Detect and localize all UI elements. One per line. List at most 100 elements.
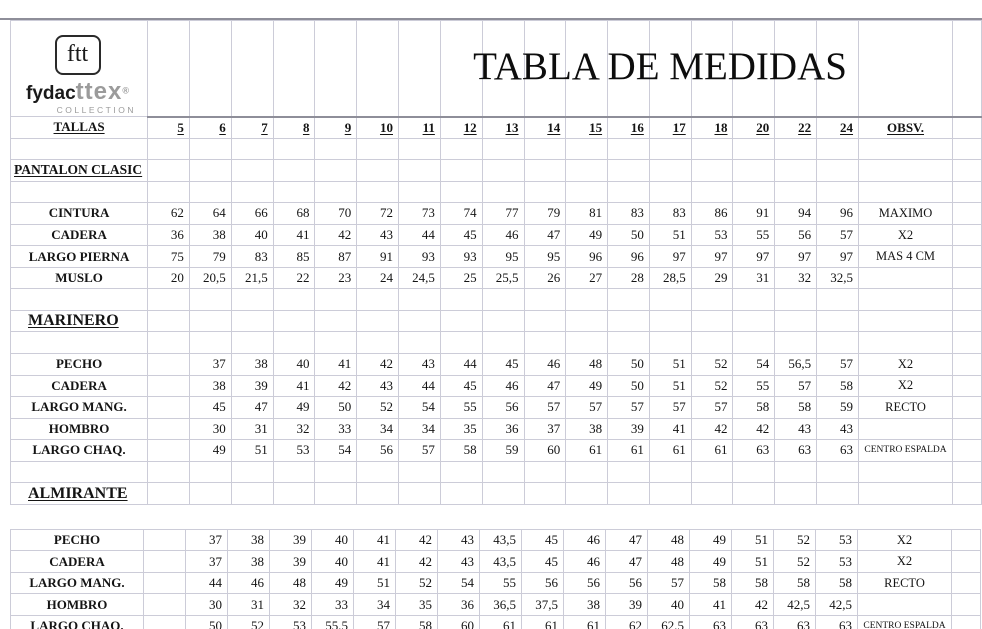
grid-cell: [816, 482, 860, 505]
grid-cell: [188, 331, 232, 355]
grid-cell: [188, 20, 232, 117]
grid-cell: [565, 159, 609, 182]
value-cell: 59: [816, 396, 860, 419]
grid-cell: [951, 528, 981, 552]
obsv-header-cell: OBSV.: [858, 115, 954, 139]
grid-cell: [607, 482, 650, 505]
value-cell: 55: [732, 374, 776, 398]
value-cell: 21,5: [230, 266, 274, 290]
value-cell: 49: [188, 439, 232, 462]
value-cell: 46: [563, 550, 606, 573]
obsv-cell: RECTO: [857, 571, 952, 595]
grid-cell: [314, 331, 358, 355]
value-cell: 48: [565, 353, 609, 376]
size-header-cell: 17: [648, 115, 692, 139]
grid-cell: [188, 288, 232, 311]
value-cell: 40: [311, 550, 354, 573]
value-cell: 44: [397, 223, 441, 247]
grid-cell: [952, 266, 982, 290]
value-cell: 62,5: [647, 615, 690, 629]
value-cell: 61: [563, 615, 606, 629]
size-header-cell: 24: [816, 115, 860, 139]
brand-logo-mark: ftt: [54, 35, 101, 76]
grid-cell: [397, 180, 441, 204]
grid-cell: [481, 159, 525, 182]
value-cell: 23: [314, 266, 358, 290]
value-cell: 58: [816, 374, 860, 398]
grid-cell: [272, 137, 316, 161]
grid-cell: [648, 20, 692, 117]
row-label-cell: HOMBRO: [10, 593, 144, 617]
section-title-cell: MARINERO: [9, 309, 149, 333]
grid-cell: [188, 482, 232, 505]
grid-cell: [523, 137, 567, 161]
value-cell: 52: [773, 550, 816, 573]
grid-cell: [690, 460, 734, 484]
grid-cell: [648, 137, 692, 161]
value-cell: 33: [311, 593, 354, 617]
grid-cell: [732, 20, 776, 117]
grid-cell: [272, 460, 316, 484]
measurements-table-top: ftt fydacttex® COLLECTION TALLAS 5 6 7 8 9 10 1…: [9, 20, 982, 505]
value-cell: 45: [481, 353, 525, 376]
value-cell: 43: [816, 417, 860, 441]
grid-cell: [523, 482, 567, 505]
sheet-body: ftt fydacttex® COLLECTION TALLAS 5 6 7 8 9 10 1…: [0, 20, 982, 629]
grid-cell: [690, 482, 734, 505]
grid-cell: [732, 460, 776, 484]
row-label-cell: LARGO PIERNA: [9, 245, 149, 268]
grid-cell: [397, 288, 441, 311]
size-header-cell: 11: [397, 115, 441, 139]
grid-cell: [314, 137, 358, 161]
grid-cell: [9, 288, 149, 311]
row-label-cell: CADERA: [9, 223, 149, 247]
grid-cell: [356, 137, 399, 161]
value-cell: 79: [523, 202, 567, 225]
grid-cell: [648, 482, 692, 505]
value-cell: 43: [437, 528, 480, 552]
value-cell: 95: [523, 245, 567, 268]
grid-cell: [648, 159, 692, 182]
value-cell: 40: [647, 593, 690, 617]
value-cell: 57: [648, 396, 692, 419]
value-cell: 91: [732, 202, 776, 225]
value-cell: 40: [230, 223, 274, 247]
grid-cell: [648, 288, 692, 311]
size-header-cell: 15: [565, 115, 609, 139]
value-cell: 61: [648, 439, 692, 462]
grid-cell: [439, 460, 483, 484]
brand-logo-cell: ftt fydacttex® COLLECTION: [9, 20, 149, 117]
grid-cell: [9, 180, 149, 204]
value-cell: 93: [397, 245, 441, 268]
grid-cell: [951, 571, 981, 595]
grid-cell: [952, 374, 982, 398]
value-cell: 52: [227, 615, 270, 629]
grid-cell: [952, 245, 982, 268]
value-cell: 31: [227, 593, 270, 617]
grid-cell: [230, 159, 274, 182]
grid-cell: [356, 331, 399, 355]
value-cell: 97: [732, 245, 776, 268]
grid-cell: [774, 309, 818, 333]
value-cell: 51: [648, 223, 692, 247]
value-cell: 93: [439, 245, 483, 268]
obsv-cell: [857, 593, 952, 617]
value-cell: 42: [731, 593, 774, 617]
value-cell: 37: [185, 528, 228, 552]
value-cell: 51: [648, 374, 692, 398]
value-cell: 42,5: [773, 593, 816, 617]
grid-cell: [732, 288, 776, 311]
value-cell: 55: [732, 223, 776, 247]
value-cell: 45: [439, 223, 483, 247]
grid-cell: [439, 288, 483, 311]
grid-cell: [732, 331, 776, 355]
grid-cell: [858, 20, 954, 117]
obsv-cell: X2: [858, 353, 954, 376]
value-cell: 34: [397, 417, 441, 441]
value-cell: 57: [816, 353, 860, 376]
value-cell: 32,5: [816, 266, 860, 290]
grid-cell: [272, 288, 316, 311]
grid-cell: [858, 309, 954, 333]
value-cell: 53: [815, 528, 858, 552]
grid-cell: [858, 331, 954, 355]
